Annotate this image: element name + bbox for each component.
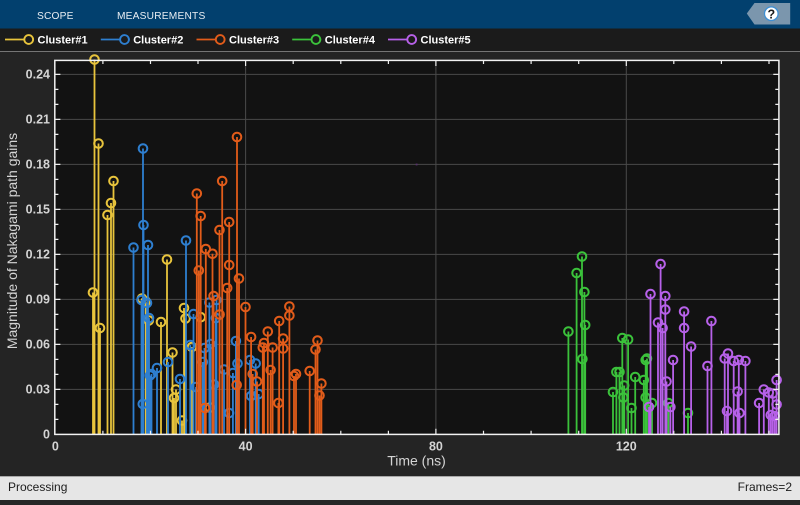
svg-text:Frames=2: Frames=2 bbox=[738, 480, 793, 494]
svg-text:0.03: 0.03 bbox=[26, 383, 50, 397]
svg-text:0.24: 0.24 bbox=[26, 68, 50, 82]
svg-text:MEASUREMENTS: MEASUREMENTS bbox=[117, 11, 205, 22]
svg-text:0.21: 0.21 bbox=[26, 113, 50, 127]
svg-text:SCOPE: SCOPE bbox=[37, 11, 74, 22]
svg-text:0.12: 0.12 bbox=[26, 248, 50, 262]
svg-text:Cluster#2: Cluster#2 bbox=[133, 35, 183, 47]
svg-text:0.18: 0.18 bbox=[26, 158, 50, 172]
svg-text:Cluster#1: Cluster#1 bbox=[38, 35, 88, 47]
svg-text:Cluster#5: Cluster#5 bbox=[421, 35, 471, 47]
svg-text:0: 0 bbox=[43, 428, 50, 442]
svg-text:0.06: 0.06 bbox=[26, 338, 50, 352]
svg-text:120: 120 bbox=[616, 440, 637, 454]
svg-text:80: 80 bbox=[429, 440, 443, 454]
svg-text:40: 40 bbox=[239, 440, 253, 454]
svg-text:0.09: 0.09 bbox=[26, 293, 50, 307]
svg-text:Magnitude of Nakagami path gai: Magnitude of Nakagami path gains bbox=[4, 133, 20, 349]
svg-text:Cluster#4: Cluster#4 bbox=[325, 35, 376, 47]
svg-text:0.15: 0.15 bbox=[26, 203, 50, 217]
svg-text:Time (ns): Time (ns) bbox=[387, 453, 446, 469]
svg-text:?: ? bbox=[767, 7, 775, 21]
svg-text:Processing: Processing bbox=[8, 480, 67, 494]
svg-text:Cluster#3: Cluster#3 bbox=[229, 35, 279, 47]
svg-text:0: 0 bbox=[52, 440, 59, 454]
